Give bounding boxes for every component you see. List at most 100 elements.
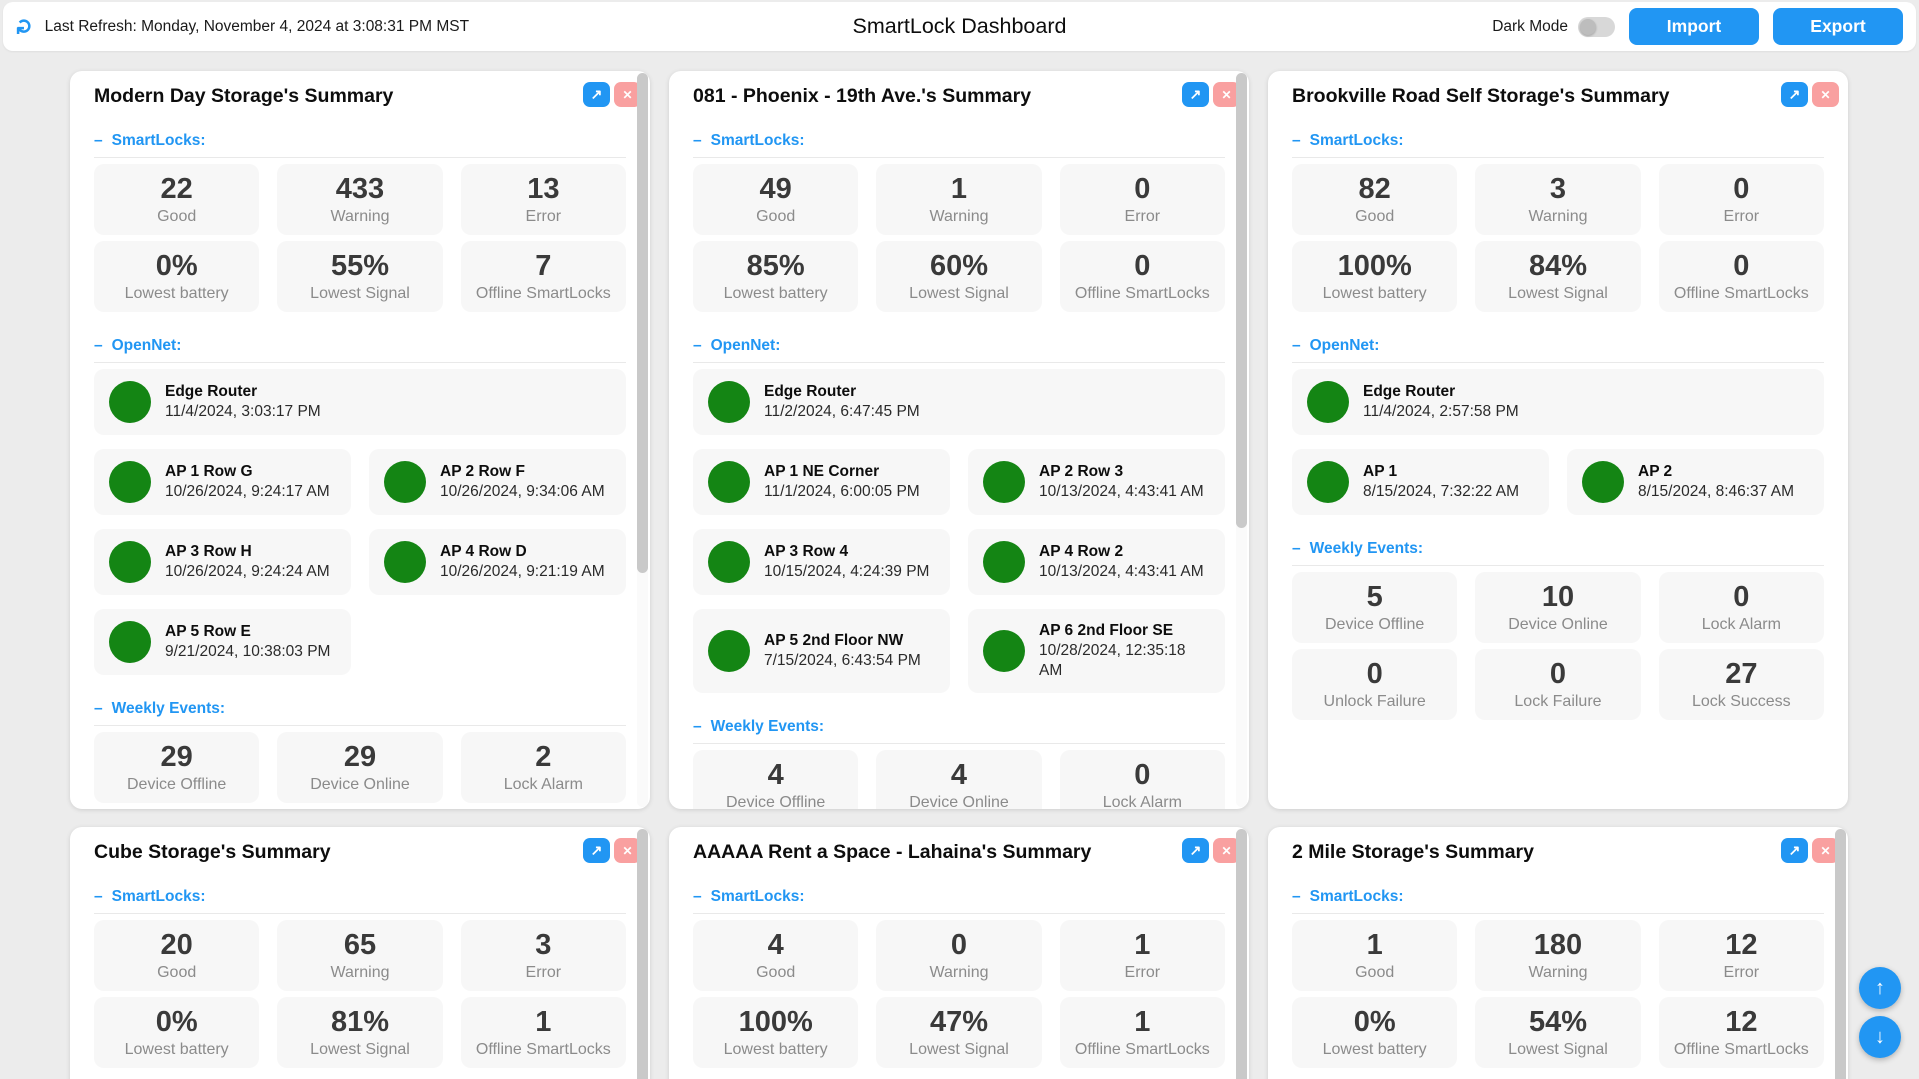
device-timestamp: 11/4/2024, 2:57:58 PM	[1363, 403, 1519, 420]
section-label: OpenNet:	[710, 337, 781, 354]
close-card-button[interactable]: ✕	[1812, 82, 1839, 107]
scrollbar-thumb[interactable]	[1236, 73, 1247, 528]
stat-tile: 20 Good	[94, 920, 260, 991]
stat-value: 100%	[1337, 250, 1412, 282]
device-timestamp: 11/4/2024, 3:03:17 PM	[165, 403, 321, 420]
stat-tile: 100% Lowest battery	[693, 997, 859, 1068]
card-scrollbar[interactable]	[1835, 829, 1846, 1079]
section-header[interactable]: – SmartLocks:	[693, 131, 805, 150]
stat-tile: 4 Device Offline	[693, 750, 859, 809]
close-card-button[interactable]: ✕	[1812, 838, 1839, 863]
section-label: SmartLocks:	[1309, 888, 1404, 905]
stat-value: 85%	[746, 250, 805, 282]
device-online-dot-icon	[109, 541, 151, 583]
card-grid: ↗ ✕ Modern Day Storage's Summary – Smart…	[70, 71, 1919, 1079]
stat-value: 55%	[330, 250, 390, 282]
scrollbar-thumb[interactable]	[1835, 829, 1846, 1079]
section-header[interactable]: – Weekly Events:	[94, 699, 225, 718]
last-refresh-text: Last Refresh: Monday, November 4, 2024 a…	[44, 17, 470, 35]
close-card-button[interactable]: ✕	[614, 82, 641, 107]
device-online-dot-icon	[109, 621, 151, 663]
import-button[interactable]: Import	[1629, 8, 1759, 45]
device-status-card: Edge Router 11/2/2024, 6:47:45 PM	[693, 369, 1225, 435]
section-header[interactable]: – OpenNet:	[1292, 336, 1379, 355]
device-timestamp: 10/26/2024, 9:24:17 AM	[165, 483, 330, 500]
expand-card-button[interactable]: ↗	[583, 82, 610, 107]
device-name: AP 2 Row F	[440, 463, 525, 480]
stat-value: 10	[1541, 581, 1575, 613]
refresh-icon[interactable]: ↻	[13, 17, 37, 36]
card-scrollbar[interactable]	[637, 73, 648, 807]
stat-value: 0	[1733, 173, 1750, 205]
stat-label: Offline SmartLocks	[475, 1041, 611, 1058]
stat-label: Error	[525, 964, 562, 981]
section-header[interactable]: – SmartLocks:	[1292, 887, 1404, 906]
scrollbar-thumb[interactable]	[637, 829, 648, 1079]
section-divider	[1292, 913, 1824, 914]
stat-label: Lowest battery	[1322, 1041, 1427, 1058]
section-header[interactable]: – SmartLocks:	[94, 887, 206, 906]
stat-value: 2	[535, 741, 552, 773]
section-header[interactable]: – SmartLocks:	[693, 887, 805, 906]
section-label: SmartLocks:	[1309, 132, 1404, 149]
card-scrollbar[interactable]	[1236, 73, 1247, 807]
device-status-card: AP 2 8/15/2024, 8:46:37 AM	[1567, 449, 1824, 515]
stat-label: Offline SmartLocks	[1673, 285, 1809, 302]
device-timestamp: 11/2/2024, 6:47:45 PM	[764, 403, 920, 420]
card-section: – SmartLocks: 4 Good 0 Warning 1 Error 1…	[693, 887, 1225, 1068]
collapse-icon: –	[693, 337, 702, 354]
export-button[interactable]: Export	[1773, 8, 1903, 45]
stat-value: 84%	[1528, 250, 1588, 282]
expand-card-button[interactable]: ↗	[1182, 838, 1209, 863]
stat-value: 0	[1366, 658, 1383, 690]
device-name: AP 3 Row 4	[764, 543, 849, 560]
scroll-down-button[interactable]: ↓	[1859, 1016, 1901, 1058]
stat-tile: 0 Lock Alarm	[1658, 572, 1824, 643]
collapse-icon: –	[1292, 132, 1301, 149]
stat-label: Lowest Signal	[909, 1041, 1009, 1058]
device-name: AP 5 2nd Floor NW	[764, 632, 904, 649]
stat-label: Device Offline	[127, 776, 227, 793]
card-actions: ↗ ✕	[583, 82, 641, 107]
card-scrollbar[interactable]	[637, 829, 648, 1079]
expand-card-button[interactable]: ↗	[1182, 82, 1209, 107]
section-header[interactable]: – SmartLocks:	[94, 131, 206, 150]
section-header[interactable]: – OpenNet:	[693, 336, 780, 355]
stat-label: Lowest battery	[124, 1041, 229, 1058]
close-card-button[interactable]: ✕	[614, 838, 641, 863]
close-card-button[interactable]: ✕	[1213, 82, 1240, 107]
card-section: – OpenNet: Edge Router 11/4/2024, 3:03:1…	[94, 336, 626, 675]
scroll-up-button[interactable]: ↑	[1859, 967, 1901, 1009]
stat-label: Lowest Signal	[1508, 1041, 1608, 1058]
scrollbar-thumb[interactable]	[637, 73, 648, 573]
device-online-dot-icon	[109, 461, 151, 503]
stat-value: 0	[1733, 581, 1750, 613]
expand-card-button[interactable]: ↗	[1781, 838, 1808, 863]
device-status-card: AP 6 2nd Floor SE 10/28/2024, 12:35:18 A…	[968, 609, 1225, 693]
expand-card-button[interactable]: ↗	[583, 838, 610, 863]
stat-label: Offline SmartLocks	[1074, 1041, 1210, 1058]
close-card-button[interactable]: ✕	[1213, 838, 1240, 863]
device-online-dot-icon	[708, 541, 750, 583]
device-online-dot-icon	[109, 381, 151, 423]
stat-tile: 0 Unlock Failure	[1292, 649, 1458, 720]
section-header[interactable]: – Weekly Events:	[693, 717, 824, 736]
dark-mode-toggle[interactable]	[1578, 16, 1615, 37]
stat-tile: 0 Lock Alarm	[1059, 750, 1225, 809]
card-scrollbar[interactable]	[1236, 829, 1247, 1079]
scrollbar-thumb[interactable]	[1236, 829, 1247, 1079]
device-online-dot-icon	[983, 541, 1025, 583]
section-header[interactable]: – Weekly Events:	[1292, 539, 1423, 558]
stat-label: Lock Failure	[1514, 693, 1602, 710]
collapse-icon: –	[94, 700, 103, 717]
section-header[interactable]: – SmartLocks:	[1292, 131, 1404, 150]
stat-tile: 1 Good	[1292, 920, 1458, 991]
close-icon: ✕	[622, 843, 633, 858]
section-divider	[1292, 157, 1824, 158]
expand-card-button[interactable]: ↗	[1781, 82, 1808, 107]
device-name: AP 4 Row D	[440, 543, 527, 560]
stat-tile: 3 Error	[460, 920, 626, 991]
stat-label: Lock Success	[1691, 693, 1791, 710]
section-header[interactable]: – OpenNet:	[94, 336, 181, 355]
toggle-knob-icon	[1580, 18, 1596, 35]
